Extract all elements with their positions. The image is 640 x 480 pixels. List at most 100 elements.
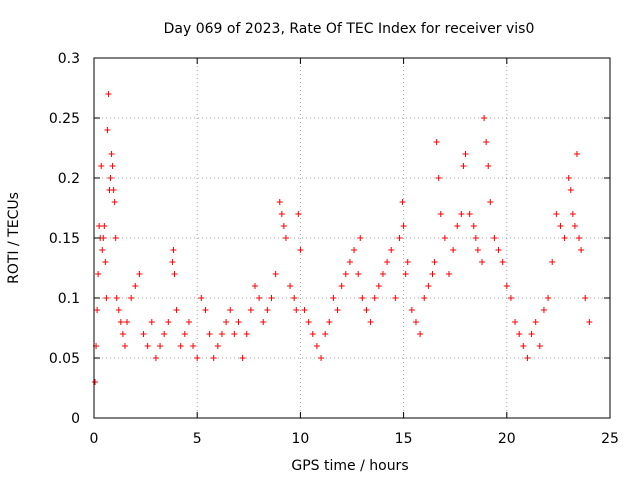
data-point	[113, 295, 120, 301]
data-point	[227, 307, 234, 313]
data-point	[338, 283, 345, 289]
data-point	[540, 307, 547, 313]
data-point	[169, 259, 176, 265]
data-point	[561, 235, 568, 241]
data-point	[305, 319, 312, 325]
data-point	[194, 355, 201, 361]
data-point	[313, 343, 320, 349]
data-point	[565, 175, 572, 181]
data-point	[384, 259, 391, 265]
data-point	[458, 211, 465, 217]
data-point	[487, 199, 494, 205]
data-point	[421, 295, 428, 301]
data-point	[375, 283, 382, 289]
data-point	[417, 331, 424, 337]
data-point	[148, 319, 155, 325]
data-point	[355, 271, 362, 277]
data-point	[235, 319, 242, 325]
data-point	[425, 283, 432, 289]
data-point	[433, 139, 440, 145]
data-point	[322, 331, 329, 337]
data-point	[536, 343, 543, 349]
data-point	[280, 223, 287, 229]
x-tick-label: 0	[90, 431, 99, 447]
data-point	[119, 331, 126, 337]
y-tick-label: 0.15	[49, 231, 80, 247]
data-point	[431, 259, 438, 265]
data-point	[512, 319, 519, 325]
y-tick-label: 0.3	[58, 51, 80, 67]
data-point	[412, 319, 419, 325]
data-point	[206, 331, 213, 337]
data-point	[100, 235, 107, 241]
data-point	[95, 271, 102, 277]
data-point	[132, 283, 139, 289]
data-point	[239, 355, 246, 361]
data-point	[582, 295, 589, 301]
data-point	[165, 319, 172, 325]
data-point	[291, 295, 298, 301]
data-point	[282, 235, 289, 241]
data-point	[503, 283, 510, 289]
data-points	[92, 91, 593, 385]
data-point	[528, 331, 535, 337]
data-point	[399, 199, 406, 205]
data-point	[251, 283, 258, 289]
x-axis-label: GPS time / hours	[291, 458, 408, 474]
data-point	[98, 163, 105, 169]
data-point	[287, 283, 294, 289]
data-point	[450, 247, 457, 253]
data-point	[128, 295, 135, 301]
data-point	[357, 235, 364, 241]
data-point	[520, 343, 527, 349]
data-point	[223, 319, 230, 325]
data-point	[479, 259, 486, 265]
data-point	[400, 223, 407, 229]
data-point	[231, 331, 238, 337]
data-point	[293, 307, 300, 313]
data-point	[144, 343, 151, 349]
data-point	[576, 235, 583, 241]
data-point	[359, 295, 366, 301]
data-point	[190, 343, 197, 349]
data-point	[441, 235, 448, 241]
data-point	[177, 343, 184, 349]
x-tick-label: 15	[395, 431, 413, 447]
data-point	[371, 295, 378, 301]
data-point	[330, 295, 337, 301]
data-point	[545, 295, 552, 301]
data-point	[108, 151, 115, 157]
data-point	[243, 331, 250, 337]
data-point	[388, 247, 395, 253]
data-point	[276, 199, 283, 205]
data-point	[485, 163, 492, 169]
data-point	[342, 271, 349, 277]
data-point	[171, 271, 178, 277]
data-point	[524, 355, 531, 361]
data-point	[460, 163, 467, 169]
data-point	[301, 307, 308, 313]
data-point	[256, 295, 263, 301]
data-point	[470, 223, 477, 229]
data-point	[318, 355, 325, 361]
data-point	[218, 331, 225, 337]
data-point	[210, 355, 217, 361]
data-point	[392, 295, 399, 301]
data-point	[115, 307, 122, 313]
data-point	[351, 247, 358, 253]
data-point	[109, 163, 116, 169]
data-point	[404, 259, 411, 265]
data-point	[571, 223, 578, 229]
x-tick-label: 10	[291, 431, 309, 447]
grid-lines	[94, 58, 610, 418]
data-point	[516, 331, 523, 337]
data-point	[152, 355, 159, 361]
data-point	[481, 115, 488, 121]
data-point	[435, 175, 442, 181]
data-point	[532, 319, 539, 325]
data-point	[170, 247, 177, 253]
data-point	[214, 343, 221, 349]
data-point	[553, 211, 560, 217]
data-point	[367, 319, 374, 325]
data-point	[466, 211, 473, 217]
